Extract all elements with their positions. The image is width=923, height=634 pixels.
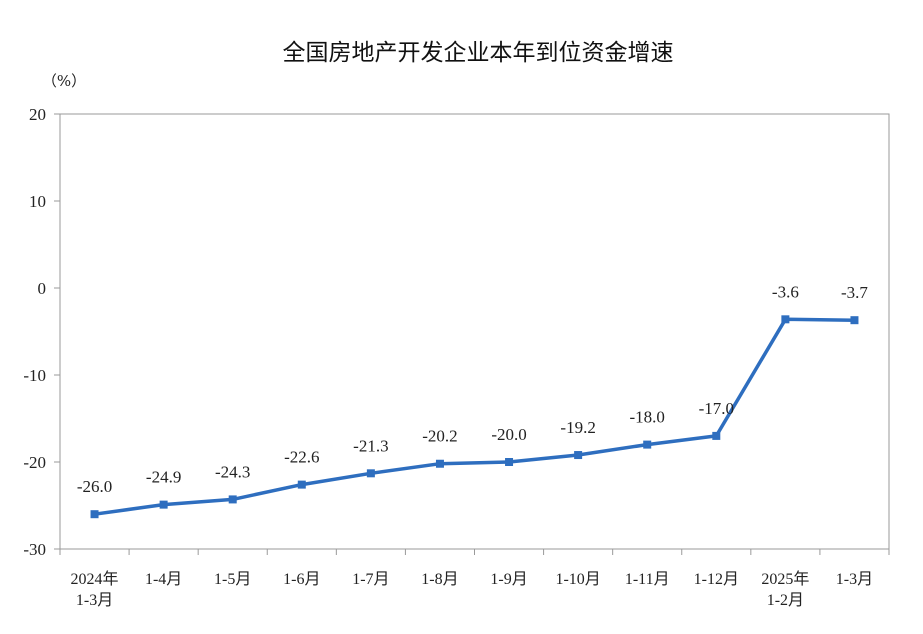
data-point-marker <box>159 500 168 509</box>
data-label: -19.2 <box>560 418 595 437</box>
y-tick-label: -10 <box>23 366 46 385</box>
x-tick-label: 1-4月 <box>145 571 182 588</box>
y-axis: 20 10 0 -10 -20 -30 <box>23 105 60 559</box>
x-tick-label: 1-8月 <box>421 571 458 588</box>
plot-frame <box>59 113 890 550</box>
data-point-marker <box>228 495 237 504</box>
x-tick-label: 2025年 <box>761 570 809 588</box>
y-tick-label: 20 <box>29 105 46 124</box>
x-tick-label: 1-11月 <box>625 571 670 588</box>
data-point-marker <box>505 458 514 466</box>
data-point-marker <box>643 440 652 449</box>
chart-title: 全国房地产开发企业本年到位资金增速 <box>283 40 674 66</box>
data-point-marker <box>366 469 375 478</box>
data-label: -22.6 <box>284 448 319 467</box>
data-label: -20.0 <box>491 425 526 444</box>
data-point-marker <box>297 480 306 489</box>
data-point-marker <box>435 459 444 468</box>
x-tick-label: 1-5月 <box>214 571 251 588</box>
x-tick-label: 1-3月 <box>76 592 113 609</box>
x-axis: 2024年 1-3月 1-4月 1-5月 1-6月 1-7月 1-8月 1-9月 1-10月 1-… <box>59 549 890 609</box>
y-tick-label: -20 <box>23 453 46 472</box>
data-label: -3.7 <box>841 283 868 302</box>
data-point-marker <box>781 315 790 324</box>
data-point-marker <box>574 451 583 460</box>
x-tick-label: 1-2月 <box>767 592 804 609</box>
x-tick-label: 1-3月 <box>836 571 873 588</box>
x-tick-label: 1-12月 <box>694 571 739 588</box>
x-tick-label: 1-9月 <box>490 571 527 588</box>
data-label: -26.0 <box>77 477 112 496</box>
data-point-marker <box>712 431 721 440</box>
x-tick-label: 1-7月 <box>352 571 389 588</box>
y-tick-label: -30 <box>23 540 46 559</box>
series-line-group <box>90 315 859 519</box>
x-tick-label: 1-10月 <box>555 571 600 588</box>
data-labels: -26.0 -24.9 -24.3 -22.6 -21.3 -20.2 -20.0 -19.2… <box>77 282 869 496</box>
data-label: -21.3 <box>353 436 388 455</box>
data-label: -24.9 <box>146 468 181 487</box>
data-label: -18.0 <box>629 408 664 427</box>
y-unit-label: （%） <box>42 72 86 90</box>
series-line <box>94 317 855 516</box>
data-label: -24.3 <box>215 462 250 481</box>
data-point-marker <box>850 316 859 325</box>
y-tick-label: 0 <box>38 279 47 298</box>
data-point-marker <box>90 510 99 519</box>
data-label: -3.6 <box>772 282 799 301</box>
x-tick-label: 1-6月 <box>283 571 320 588</box>
x-tick-label: 2024年 <box>71 570 119 588</box>
data-label: -20.2 <box>422 427 457 446</box>
y-tick-label: 10 <box>29 192 46 211</box>
data-label: -17.0 <box>699 399 734 418</box>
